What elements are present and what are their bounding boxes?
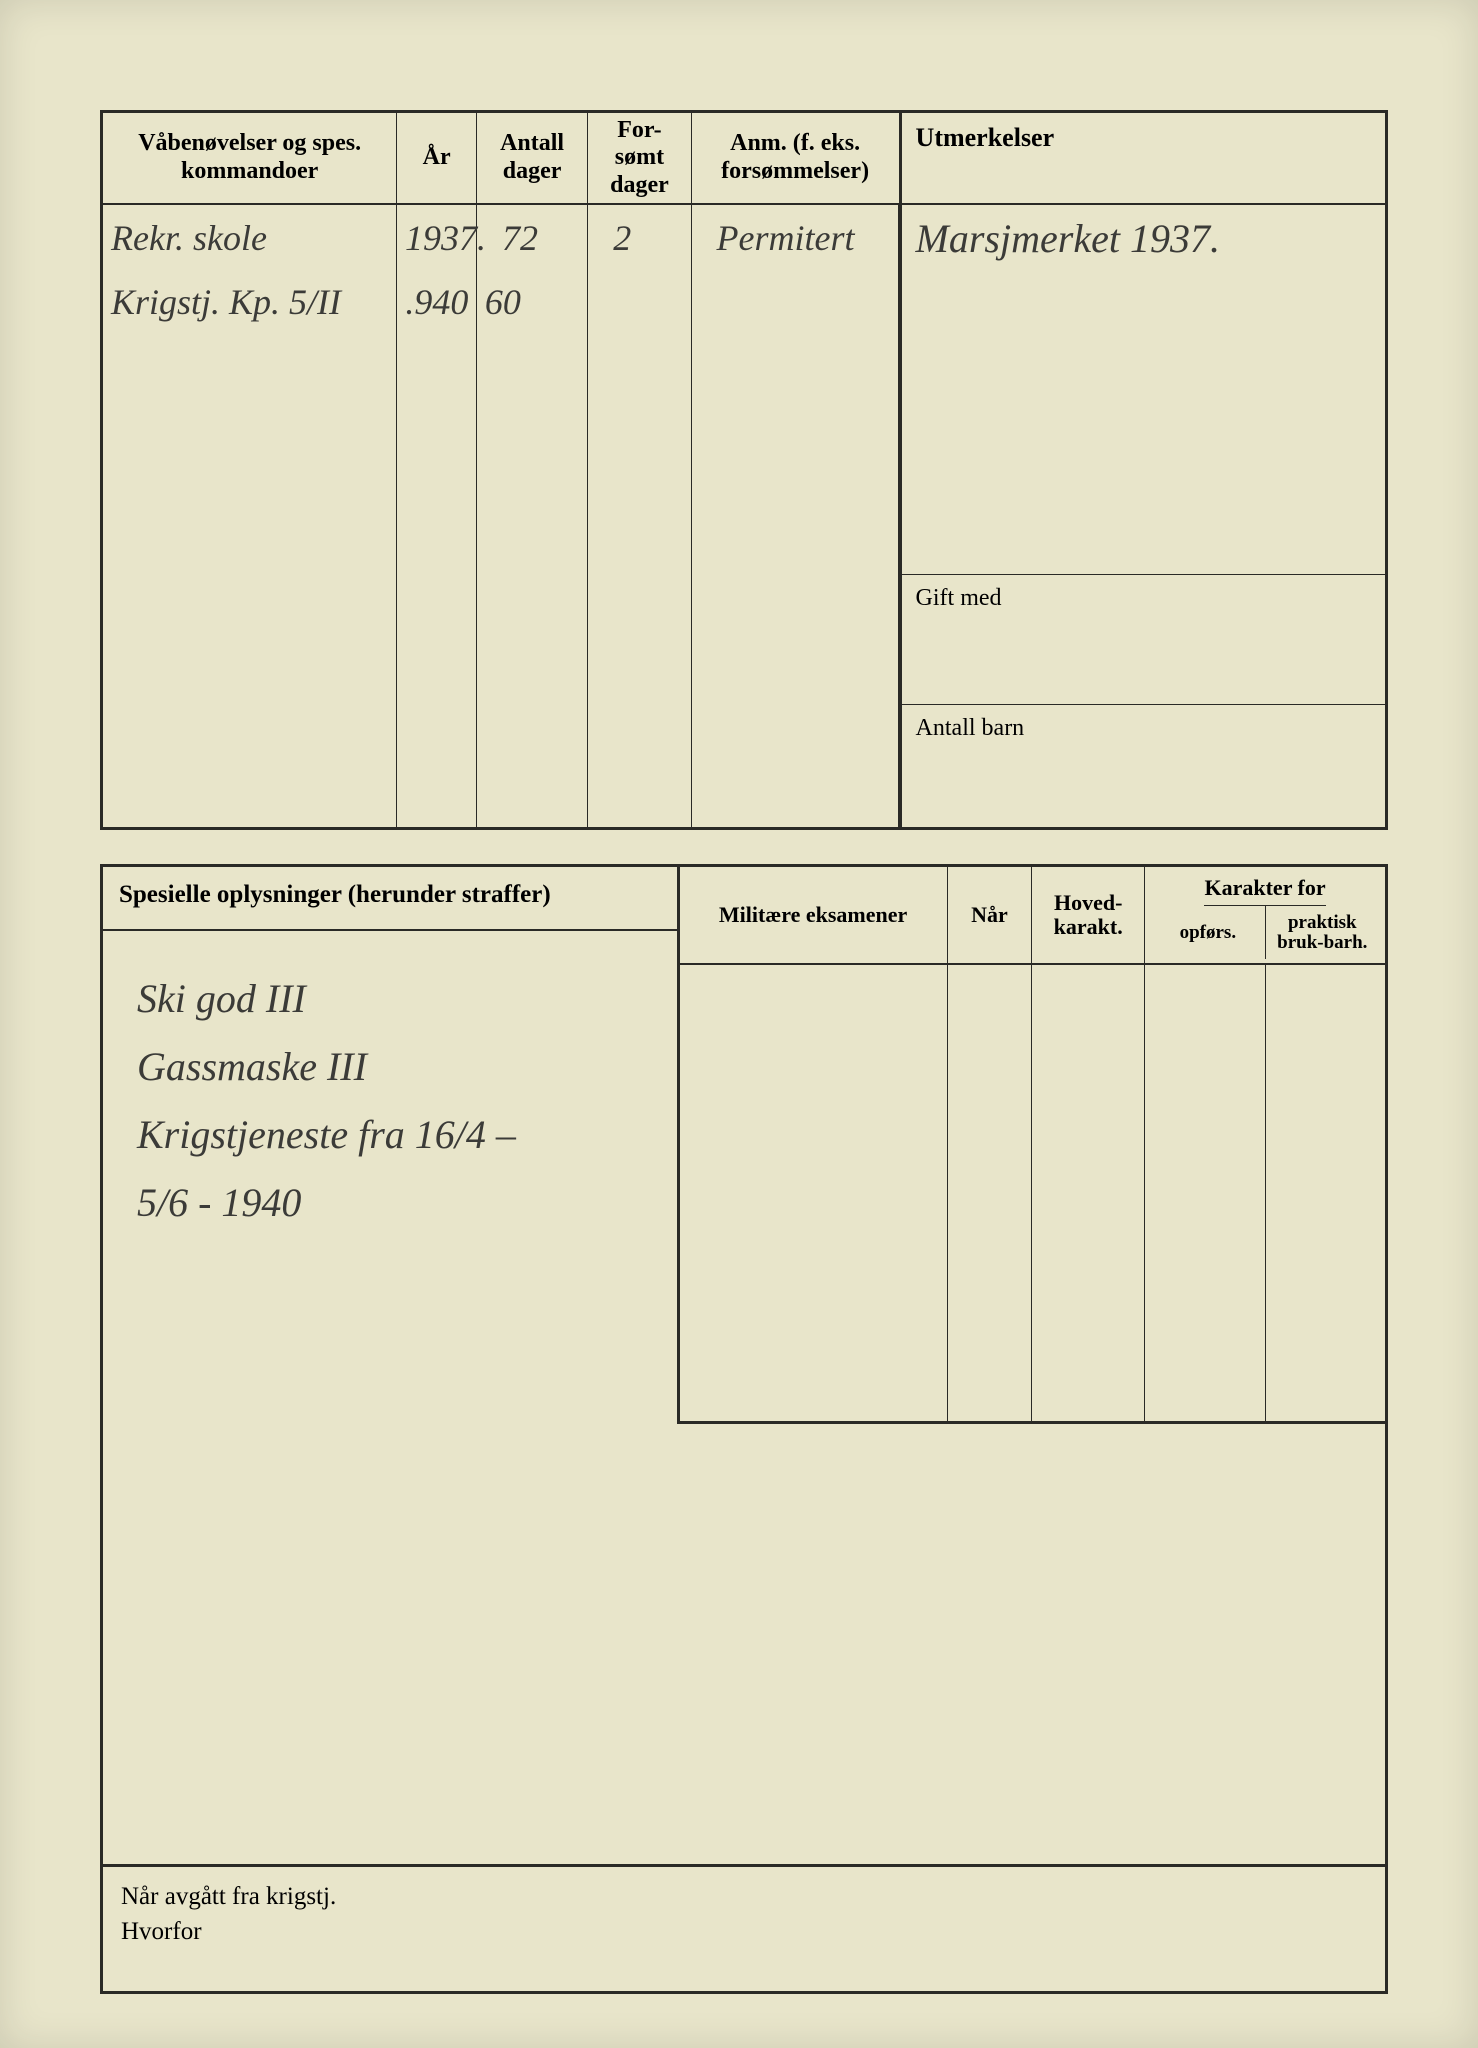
gift-med-cell: Gift med — [902, 575, 1385, 705]
spesielle-line-4: 5/6 - 1940 — [137, 1169, 657, 1237]
eksamener-header-naar: Når — [948, 867, 1033, 963]
exercises-r1-missed: 2 — [605, 211, 708, 271]
spesielle-header: Spesielle oplysninger (herunder straffer… — [103, 867, 677, 931]
exercises-table: Våbenøvelser og spes. kommandoer År Anta… — [100, 110, 899, 830]
exercises-r1-year: 1937. — [397, 211, 494, 271]
gift-med-label: Gift med — [916, 585, 1002, 611]
antall-barn-cell: Antall barn — [902, 705, 1385, 827]
exercises-r2-missed — [588, 275, 691, 335]
bottom-line-2: Hvorfor — [121, 1914, 1367, 1949]
exercises-header-aar: År — [397, 113, 477, 203]
right-top-panel: Utmerkelser Marsjmerket 1937. Gift med A… — [899, 110, 1388, 830]
eksamener-header-row: Militære eksamener Når Hoved-karakt. Kar… — [680, 867, 1385, 965]
spesielle-line-2: Gassmaske III — [137, 1033, 657, 1101]
exercises-r1-days: 72 — [494, 211, 605, 271]
spesielle-body: Ski god III Gassmaske III Krigstjeneste … — [103, 931, 677, 1424]
lower-free-area — [100, 1424, 1388, 1864]
top-section: Våbenøvelser og spes. kommandoer År Anta… — [100, 110, 1388, 830]
spesielle-panel: Spesielle oplysninger (herunder straffer… — [100, 864, 680, 1424]
utmerkelser-value: Marsjmerket 1937. — [902, 205, 1385, 575]
mid-section: Spesielle oplysninger (herunder straffer… — [100, 864, 1388, 1424]
exercises-row-1: Rekr. skole 1937. 72 2 Permitert — [103, 211, 899, 271]
exercises-header-kommandoer: Våbenøvelser og spes. kommandoer — [103, 113, 397, 203]
eksamener-header-karakter-group: Karakter for opførs. praktisk bruk-barh. — [1145, 867, 1385, 963]
exercises-r2-year: .940 — [397, 275, 477, 335]
form-card: Våbenøvelser og spes. kommandoer År Anta… — [100, 110, 1388, 1958]
eksamener-table: Militære eksamener Når Hoved-karakt. Kar… — [680, 864, 1388, 1424]
bottom-line-1: Når avgått fra krigstj. — [121, 1879, 1367, 1914]
exercises-r1-name: Rekr. skole — [103, 211, 397, 271]
spesielle-line-3: Krigstjeneste fra 16/4 – — [137, 1101, 657, 1169]
exercises-header-forsomt-dager: For-sømt dager — [588, 113, 691, 203]
eksamener-karakter-sub: opførs. praktisk bruk-barh. — [1151, 906, 1379, 959]
exercises-r2-name: Krigstj. Kp. 5/II — [103, 275, 397, 335]
exercises-header-antall-dager: Antall dager — [477, 113, 588, 203]
eksamener-header-name: Militære eksamener — [680, 867, 948, 963]
eksamener-header-hoved: Hoved-karakt. — [1032, 867, 1145, 963]
exercises-r1-anm: Permitert — [708, 211, 897, 271]
eksamener-sub-praktisk: praktisk bruk-barh. — [1266, 906, 1379, 959]
antall-barn-label: Antall barn — [916, 715, 1025, 741]
eksamener-karakter-for: Karakter for — [1204, 871, 1325, 906]
utmerkelser-header: Utmerkelser — [902, 113, 1385, 205]
exercises-r2-anm — [692, 275, 899, 335]
eksamener-sub-opfors: opførs. — [1151, 906, 1265, 959]
exercises-header-row: Våbenøvelser og spes. kommandoer År Anta… — [103, 113, 899, 205]
spesielle-line-1: Ski god III — [137, 965, 657, 1033]
bottom-bar: Når avgått fra krigstj. Hvorfor — [100, 1864, 1388, 1994]
exercises-row-2: Krigstj. Kp. 5/II .940 60 — [103, 275, 899, 335]
exercises-header-anm: Anm. (f. eks. forsømmelser) — [692, 113, 899, 203]
document-page: Våbenøvelser og spes. kommandoer År Anta… — [0, 0, 1478, 2048]
eksamener-body — [680, 965, 1385, 1421]
exercises-body: Rekr. skole 1937. 72 2 Permitert Krigstj… — [103, 205, 899, 827]
exercises-r2-days: 60 — [477, 275, 588, 335]
